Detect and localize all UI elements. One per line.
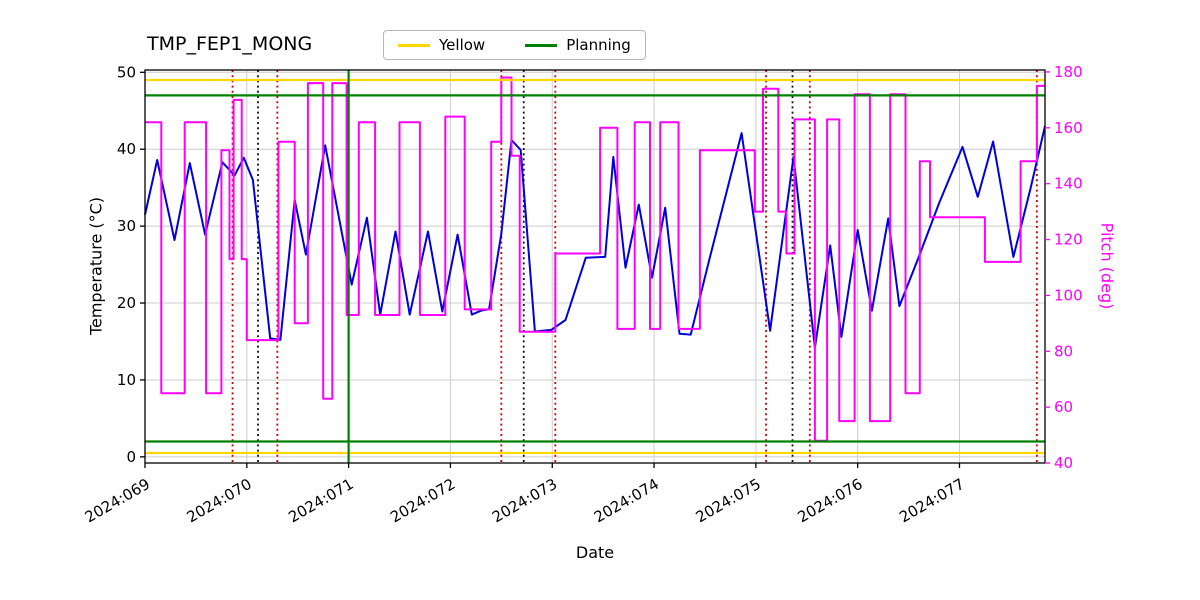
planning-line-swatch: [525, 43, 558, 47]
legend-item-yellow: Yellow: [398, 36, 485, 54]
y-right-tick-label: 40: [1054, 454, 1073, 472]
x-tick-label: 2024:072: [387, 475, 458, 527]
y-left-tick-label: 40: [117, 140, 136, 158]
x-tick-label: 2024:073: [489, 475, 560, 527]
legend-label-planning: Planning: [566, 36, 631, 54]
legend-label-yellow: Yellow: [439, 36, 486, 54]
y-left-tick-label: 50: [117, 63, 136, 81]
x-tick-label: 2024:076: [794, 475, 865, 527]
yellow-line-swatch: [398, 43, 430, 47]
chart-title: TMP_FEP1_MONG: [147, 33, 313, 55]
y-axis-label-temperature: Temperature (°C): [86, 196, 106, 336]
y-right-tick-label: 140: [1054, 175, 1083, 193]
y-left-tick-label: 0: [126, 448, 136, 466]
x-tick-label: 2024:069: [82, 475, 153, 527]
x-tick-label: 2024:074: [591, 475, 662, 527]
x-tick-label: 2024:070: [184, 475, 255, 527]
plot-border: [144, 69, 1046, 464]
legend-item-planning: Planning: [525, 36, 631, 54]
y-left-tick-label: 10: [117, 371, 136, 389]
y-right-tick-label: 180: [1054, 63, 1083, 81]
y-right-tick-label: 100: [1054, 286, 1083, 304]
x-tick-label: 2024:071: [285, 475, 356, 527]
y-axis-label-pitch: Pitch (deg): [1097, 222, 1117, 310]
x-tick-label: 2024:075: [693, 475, 764, 527]
series-pitch-line: [145, 76, 1045, 442]
y-left-tick-label: 20: [117, 294, 136, 312]
y-right-tick-label: 80: [1054, 342, 1073, 360]
y-right-tick-label: 160: [1054, 119, 1083, 137]
y-left-tick-label: 30: [117, 217, 136, 235]
x-tick-label: 2024:077: [896, 475, 967, 527]
x-axis-label-date: Date: [575, 543, 615, 562]
y-right-tick-label: 60: [1054, 398, 1073, 416]
series-temperature-line: [144, 125, 1046, 349]
chart-legend: Yellow Planning: [383, 30, 646, 60]
y-right-tick-label: 120: [1054, 231, 1083, 249]
